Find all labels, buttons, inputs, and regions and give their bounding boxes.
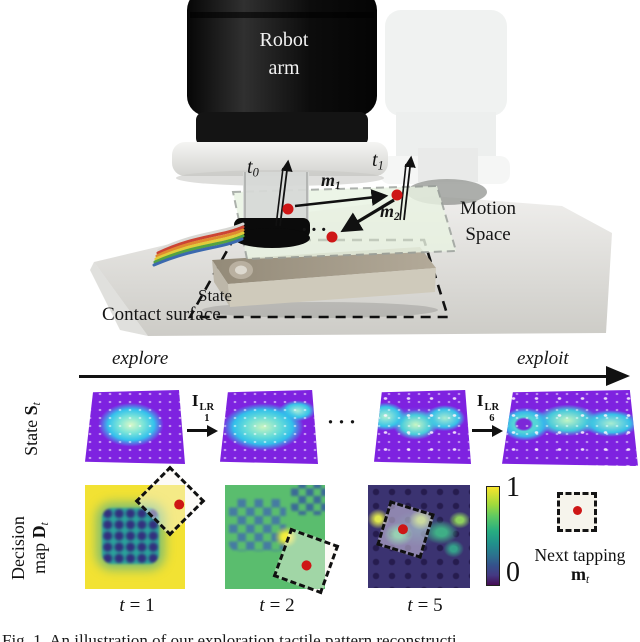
next-tapping-legend-dot bbox=[573, 506, 582, 515]
tap-ellipsis: ··· bbox=[301, 219, 331, 241]
state-arrowhead-2-icon bbox=[492, 424, 503, 437]
decision-map-t2 bbox=[225, 485, 325, 589]
next-tap-dot-t5 bbox=[396, 523, 410, 536]
next-tap-dot-t2 bbox=[300, 559, 313, 572]
tap-dot-1 bbox=[282, 203, 294, 215]
m2-label: m2 bbox=[380, 201, 400, 224]
robot-arm-body bbox=[172, 0, 388, 248]
state-heatmap-4 bbox=[502, 390, 638, 466]
next-tapping-legend-symbol: mt bbox=[570, 564, 590, 587]
state-heatmap-3 bbox=[374, 390, 471, 464]
motion-space-label: Motion Space bbox=[460, 198, 516, 245]
next-tapping-legend-caption: Next tapping bbox=[534, 545, 626, 565]
explore-label: explore bbox=[112, 348, 169, 369]
decision-map-t1 bbox=[85, 485, 185, 589]
state-arrow-2 bbox=[472, 429, 493, 432]
robot-arm-photo bbox=[90, 0, 612, 336]
state-row-label: State St bbox=[20, 402, 44, 456]
t1-label: t1 bbox=[372, 149, 384, 173]
m2-arrow bbox=[340, 198, 395, 233]
sensor-cable bbox=[152, 222, 245, 267]
ghost-arm bbox=[380, 10, 510, 205]
contact-surface-label: Contact surface bbox=[102, 304, 221, 325]
state-outline-label: State bbox=[198, 286, 232, 305]
exploit-label: exploit bbox=[517, 348, 569, 369]
timeline-arrow bbox=[79, 375, 609, 378]
decision-row-label: Decision map Dt bbox=[7, 516, 52, 581]
colorbar bbox=[486, 486, 500, 586]
state-row-ellipsis: ··· bbox=[327, 410, 361, 434]
interpolation-op2-label: I LR 6 bbox=[476, 391, 500, 424]
state-arrow-1 bbox=[187, 429, 208, 432]
decision-map-t2-hotspot bbox=[273, 524, 299, 550]
robot-arm-label: Robot arm bbox=[259, 29, 309, 79]
interpolation-op1-label: I LR 1 bbox=[191, 391, 215, 424]
t0-arrow bbox=[279, 159, 293, 227]
next-tap-dot-t1 bbox=[172, 497, 187, 512]
motion-arrows bbox=[275, 155, 416, 233]
state-arrowhead-1-icon bbox=[207, 424, 218, 437]
m1-label: m1 bbox=[321, 170, 341, 193]
decision-map-t2-checker-b bbox=[291, 485, 325, 516]
timeline-arrowhead-icon bbox=[606, 366, 630, 386]
colorbar-min-label: 0 bbox=[506, 557, 520, 588]
next-tapping-legend-box bbox=[557, 492, 597, 532]
decision-map-t1-grid-pattern bbox=[102, 507, 159, 565]
m1-arrow bbox=[294, 189, 389, 208]
timestep-label-1: t = 1 bbox=[119, 595, 155, 616]
t1-arrow bbox=[403, 155, 416, 221]
figure-caption: Fig. 1. An illustration of our explorati… bbox=[2, 631, 457, 642]
usb-stick bbox=[202, 247, 438, 318]
timestep-label-5: t = 5 bbox=[407, 595, 443, 616]
timestep-label-2: t = 2 bbox=[259, 595, 295, 616]
state-heatmap-2 bbox=[220, 390, 318, 464]
tap-dot-2 bbox=[391, 189, 403, 201]
tap-dot-3 bbox=[326, 231, 338, 243]
state-heatmap-1 bbox=[85, 390, 185, 464]
t0-label: t0 bbox=[247, 156, 259, 180]
colorbar-max-label: 1 bbox=[506, 472, 520, 503]
